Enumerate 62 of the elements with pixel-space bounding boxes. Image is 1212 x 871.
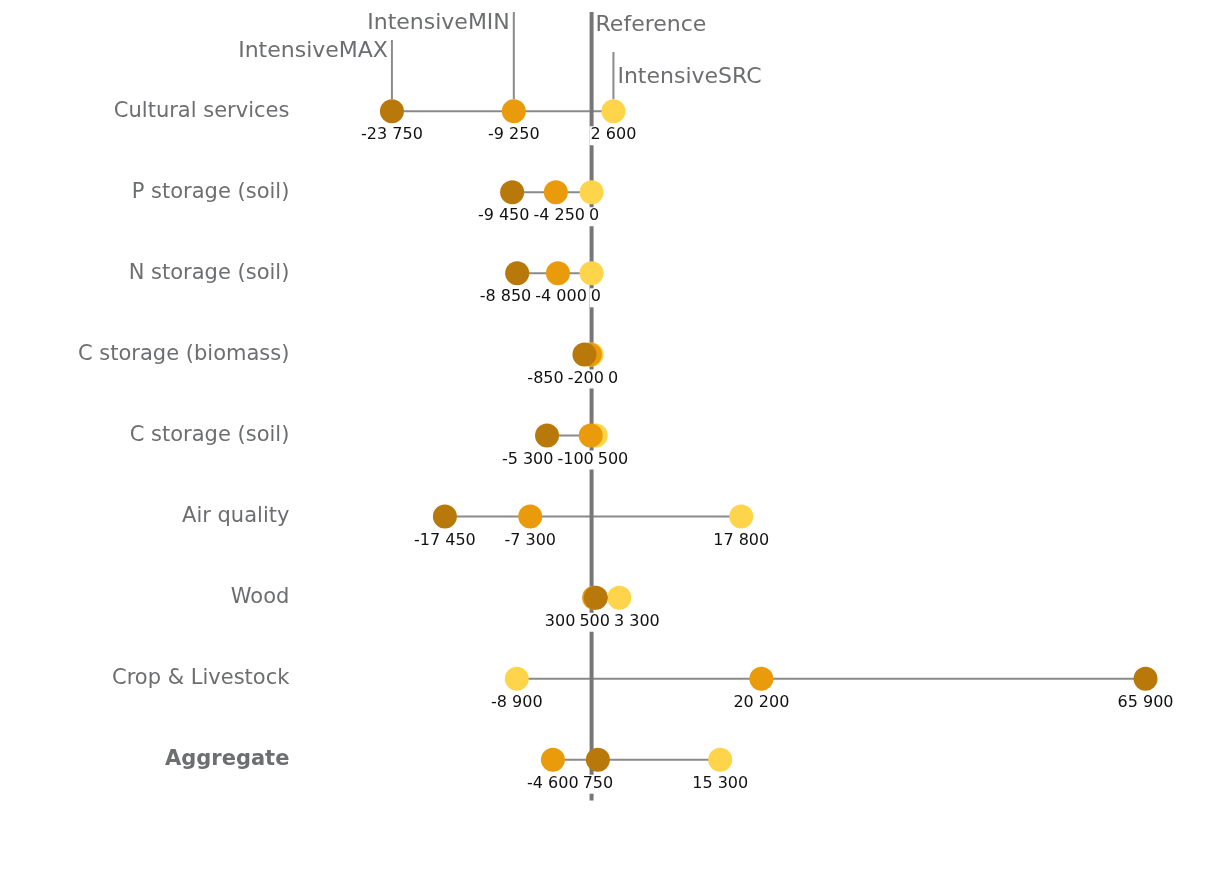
point (601, 99, 626, 124)
data-label: 17 800 (713, 529, 770, 549)
point (501, 99, 526, 124)
point (540, 747, 565, 772)
data-label: 0 (607, 367, 619, 387)
point (572, 342, 597, 367)
point (729, 504, 754, 529)
point (578, 423, 603, 448)
point (504, 666, 529, 691)
data-label: 0 (590, 286, 601, 306)
y-tick-label: C storage (biomass) (77, 340, 290, 365)
text: IntensiveMIN (367, 8, 510, 34)
data-label: 500 (597, 448, 629, 468)
data-label: 2 600 (590, 124, 637, 144)
point (708, 747, 733, 772)
ref-line-label: Reference (595, 10, 707, 36)
data-label: -5 300 (501, 448, 554, 468)
data-label: 20 200 (733, 691, 790, 711)
data-label: -4 250 (533, 205, 586, 225)
point (543, 180, 568, 205)
y-tick-label: Cultural services (113, 97, 290, 122)
data-label: -7 300 (504, 529, 556, 549)
data-label: 500 (579, 610, 610, 630)
y-tick-label: N storage (soil) (128, 259, 290, 284)
data-label: 65 900 (1117, 691, 1174, 711)
series-label: IntensiveMAX (238, 36, 388, 62)
point (585, 747, 610, 772)
data-label: 15 300 (692, 773, 749, 793)
point (607, 585, 632, 610)
point (1133, 666, 1158, 691)
data-label: 750 (582, 773, 614, 793)
data-label: -8 900 (490, 691, 543, 711)
data-label: -9 450 (477, 205, 530, 225)
point (500, 180, 525, 205)
y-tick-label: Wood (230, 584, 290, 609)
data-label: 3 300 (613, 610, 660, 630)
point (505, 261, 530, 286)
point (379, 99, 404, 124)
y-tick-label: C storage (soil) (129, 421, 290, 446)
data-label: -17 450 (414, 529, 476, 549)
y-tick-label: Crop & Livestock (112, 665, 291, 690)
point (432, 504, 457, 529)
data-label: -200 (567, 367, 604, 387)
point (579, 180, 604, 205)
data-label: -100 (557, 448, 594, 468)
point (545, 261, 570, 286)
data-label: 300 (544, 610, 576, 630)
series-label: IntensiveSRC (617, 62, 762, 88)
data-label: -8 850 (479, 286, 532, 306)
y-tick-label: Air quality (182, 503, 290, 528)
data-label: -850 (527, 367, 564, 387)
data-label: -4 000 (535, 286, 587, 306)
point (749, 666, 774, 691)
point (518, 504, 543, 529)
data-label: -23 750 (361, 124, 423, 144)
data-label: -9 250 (488, 124, 540, 144)
y-tick-label: Aggregate (164, 746, 290, 771)
data-label: -4 600 (527, 773, 579, 793)
point (579, 261, 604, 286)
y-tick-label: P storage (soil) (131, 178, 290, 203)
data-label: 0 (589, 205, 600, 225)
point (535, 423, 560, 448)
